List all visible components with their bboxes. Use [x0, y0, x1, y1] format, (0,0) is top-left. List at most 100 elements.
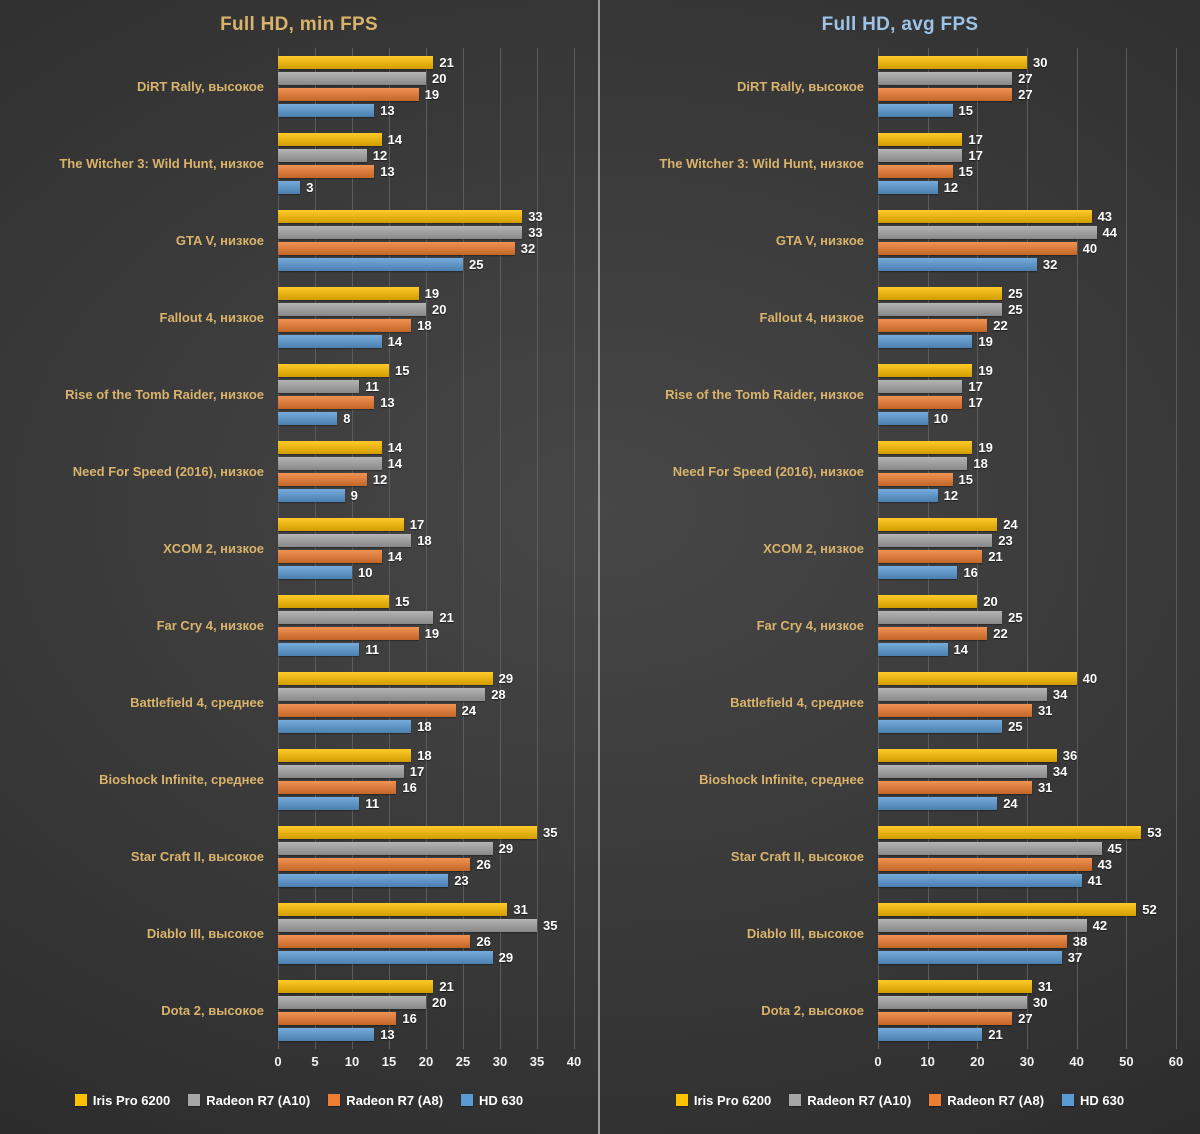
bar-row: 25: [278, 257, 574, 272]
category-label: Fallout 4, низкое: [159, 309, 264, 325]
bar-hd-630: [278, 489, 345, 502]
bar-row: 14: [278, 440, 574, 455]
bar-group: 29 28 24 18: [278, 671, 574, 734]
bar-row: 31: [878, 703, 1176, 718]
chart-row: Battlefield 4, среднее 29 28 24 18: [0, 664, 598, 741]
bar-value-label: 19: [424, 626, 440, 641]
gridline: [463, 48, 464, 1049]
category-label: Battlefield 4, среднее: [130, 694, 264, 710]
chart-row: Need For Speed (2016), низкое 19 18 15 12: [600, 433, 1200, 510]
category-label: GTA V, низкое: [775, 232, 864, 248]
bar-value-label: 20: [432, 302, 447, 317]
category-label: Dota 2, высокое: [161, 1002, 264, 1018]
bar-iris-pro-6200: [278, 903, 508, 916]
bar-row: 35: [278, 825, 574, 840]
bar-hd-630: [878, 720, 1003, 733]
bar-row: 13: [278, 164, 574, 179]
bar-radeon-r7-a10: [878, 72, 1013, 85]
legend-swatch-radeon-r7-a8: [328, 1094, 341, 1106]
bar-row: 21: [878, 549, 1176, 564]
bar-radeon-r7-a10: [278, 996, 426, 1009]
legend-swatch-hd-630: [1062, 1094, 1075, 1106]
legend-item: Radeon R7 (A8): [929, 1093, 1044, 1108]
bar-value-label: 15: [395, 594, 410, 609]
bar-radeon-r7-a8: [878, 88, 1013, 101]
legend-swatch-hd-630: [461, 1094, 474, 1106]
bar-row: 21: [278, 55, 574, 70]
bar-row: 28: [278, 687, 574, 702]
bar-hd-630: [278, 643, 360, 656]
gridline: [1126, 48, 1128, 1049]
bar-value-label: 18: [417, 748, 432, 763]
bar-hd-630: [278, 951, 493, 964]
category-label: Need For Speed (2016), низкое: [672, 463, 864, 479]
bar-value-label: 11: [365, 642, 380, 657]
bar-row: 15: [278, 594, 574, 609]
bar-value-label: 31: [513, 902, 528, 917]
bar-value-label: 43: [1097, 209, 1113, 224]
bar-row: 21: [278, 610, 574, 625]
bar-iris-pro-6200: [878, 210, 1092, 223]
bar-group: 14 12 13 3: [278, 132, 574, 195]
bar-value-label: 25: [469, 257, 484, 272]
bar-row: 34: [878, 764, 1176, 779]
category-label: Diablo III, высокое: [146, 925, 264, 941]
bar-value-label: 21: [439, 55, 454, 70]
bar-radeon-r7-a8: [278, 1012, 397, 1025]
bar-value-label: 20: [432, 995, 447, 1010]
bar-group: 36 34 31 24: [878, 748, 1176, 811]
axis-tick-label: 30: [1019, 1054, 1035, 1069]
bar-row: 14: [278, 132, 574, 147]
bar-value-label: 14: [387, 549, 403, 564]
category-label: Bioshock Infinite, среднее: [99, 771, 264, 787]
legend-item: Radeon R7 (A8): [328, 1093, 443, 1108]
avg-fps-chart-panel: Full HD, avg FPS DiRT Rally, высокое 30 27 2…: [600, 0, 1200, 1134]
bar-radeon-r7-a10: [878, 688, 1047, 701]
bar-hd-630: [878, 951, 1062, 964]
bar-value-label: 17: [409, 764, 425, 779]
bar-radeon-r7-a10: [278, 149, 367, 162]
category-label: DiRT Rally, высокое: [136, 78, 264, 94]
chart-row: Fallout 4, низкое 25 25 22 19: [600, 279, 1200, 356]
bar-value-label: 26: [476, 934, 491, 949]
gridline: [574, 48, 575, 1049]
bar-hd-630: [278, 566, 352, 579]
bar-radeon-r7-a10: [278, 919, 537, 932]
bar-row: 21: [878, 1027, 1176, 1042]
bar-radeon-r7-a8: [278, 627, 419, 640]
bar-row: 38: [878, 934, 1176, 949]
bar-value-label: 17: [968, 132, 983, 147]
bar-row: 43: [878, 857, 1176, 872]
bar-value-label: 33: [528, 225, 543, 240]
bar-value-label: 32: [520, 241, 536, 256]
bar-value-label: 18: [417, 533, 432, 548]
bar-radeon-r7-a8: [278, 319, 412, 332]
bar-value-label: 16: [963, 565, 978, 580]
bar-value-label: 19: [424, 87, 440, 102]
bar-radeon-r7-a8: [878, 242, 1077, 255]
bar-value-label: 19: [978, 440, 993, 455]
gridline: [389, 48, 390, 1049]
min-fps-chart-panel: Full HD, min FPS DiRT Rally, высокое 21 20 1…: [0, 0, 600, 1134]
bar-radeon-r7-a10: [278, 380, 360, 393]
chart-row: Dota 2, высокое 31 30 27 21: [600, 972, 1200, 1049]
bar-row: 23: [278, 873, 574, 888]
axis-tick-label: 0: [274, 1054, 282, 1069]
axis-tick-label: 35: [529, 1054, 545, 1069]
bar-row: 33: [278, 225, 574, 240]
bar-radeon-r7-a8: [878, 935, 1067, 948]
legend-item: HD 630: [461, 1093, 523, 1108]
bar-row: 20: [278, 71, 574, 86]
bar-value-label: 31: [1037, 780, 1053, 795]
bar-row: 15: [278, 363, 574, 378]
bar-radeon-r7-a8: [878, 550, 983, 563]
bar-row: 13: [278, 103, 574, 118]
bar-row: 20: [278, 302, 574, 317]
bar-group: 17 17 15 12: [878, 132, 1176, 195]
bar-radeon-r7-a10: [278, 765, 404, 778]
bar-value-label: 17: [968, 148, 983, 163]
bar-radeon-r7-a8: [878, 627, 988, 640]
bar-row: 25: [878, 286, 1176, 301]
bar-value-label: 14: [387, 132, 403, 147]
bar-radeon-r7-a10: [878, 303, 1003, 316]
